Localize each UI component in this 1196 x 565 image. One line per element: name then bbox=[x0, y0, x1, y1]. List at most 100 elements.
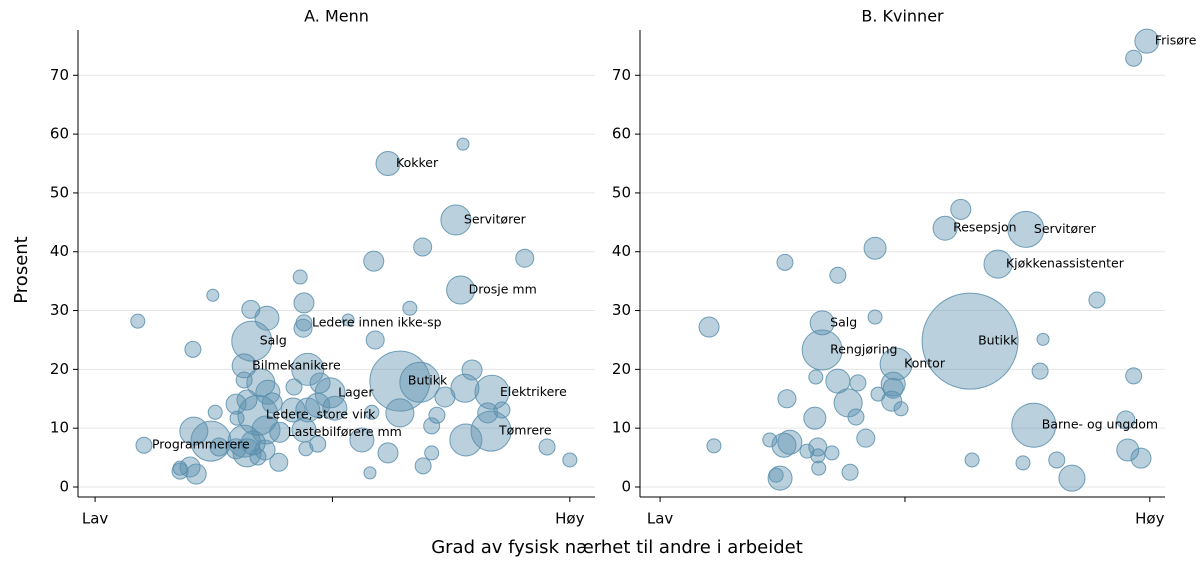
bubble bbox=[474, 374, 510, 410]
bubble bbox=[190, 420, 232, 462]
y-tick-label: 10 bbox=[50, 419, 69, 437]
bubble bbox=[209, 437, 229, 457]
x-tick-label: Lav bbox=[647, 510, 674, 528]
point-label: Drosje mm bbox=[469, 281, 537, 296]
bubble bbox=[808, 437, 828, 457]
bubble bbox=[229, 410, 245, 426]
bubble bbox=[171, 462, 189, 480]
bubble bbox=[450, 373, 480, 403]
bubble bbox=[295, 397, 321, 423]
y-tick-label: 30 bbox=[612, 301, 631, 319]
bubble bbox=[293, 318, 313, 338]
bubble bbox=[349, 427, 375, 453]
bubble bbox=[309, 435, 327, 453]
y-tick-label: 50 bbox=[612, 183, 631, 201]
bubble bbox=[449, 423, 483, 457]
bubble bbox=[849, 374, 867, 392]
point-label: Ledere, store virk bbox=[266, 407, 376, 422]
bubble bbox=[803, 406, 827, 430]
bubble bbox=[292, 269, 308, 285]
bubble bbox=[207, 404, 223, 420]
bubble bbox=[477, 402, 499, 424]
bubble bbox=[377, 442, 399, 464]
bubble bbox=[314, 377, 346, 409]
bubble bbox=[1134, 28, 1160, 54]
bubble bbox=[1048, 451, 1066, 469]
point-label: Frisører bbox=[1155, 33, 1196, 48]
bubble bbox=[446, 275, 476, 305]
bubble bbox=[399, 361, 441, 403]
point-label: Kokker bbox=[396, 155, 439, 170]
bubble bbox=[184, 340, 202, 358]
y-axis-label: Prosent bbox=[11, 236, 32, 303]
y-tick-label: 70 bbox=[612, 66, 631, 84]
bubble bbox=[880, 371, 906, 397]
bubble bbox=[776, 253, 794, 271]
bubble bbox=[231, 353, 257, 379]
x-tick-label: Høy bbox=[1135, 510, 1164, 528]
bubble bbox=[1031, 362, 1049, 380]
point-label: Butikk bbox=[408, 373, 448, 388]
y-tick-label: 20 bbox=[612, 360, 631, 378]
x-tick-label: Lav bbox=[82, 510, 109, 528]
bubble bbox=[706, 438, 722, 454]
panel-title: B. Kvinner bbox=[861, 7, 944, 26]
bubble bbox=[385, 398, 415, 428]
bubble bbox=[879, 347, 913, 381]
bubble bbox=[291, 352, 325, 386]
bubble bbox=[767, 465, 793, 491]
bubble bbox=[254, 305, 280, 331]
bubble bbox=[493, 401, 511, 419]
bubble bbox=[179, 456, 201, 478]
bubble bbox=[130, 313, 146, 329]
bubble bbox=[298, 441, 314, 457]
bubble bbox=[867, 309, 883, 325]
bubble bbox=[440, 204, 472, 236]
bubble bbox=[225, 438, 247, 460]
bubble bbox=[856, 428, 876, 448]
bubble bbox=[251, 415, 281, 445]
bubble bbox=[777, 389, 797, 409]
bubble bbox=[983, 249, 1013, 279]
bubble bbox=[1015, 455, 1031, 471]
bubble bbox=[562, 452, 578, 468]
bubble bbox=[414, 457, 432, 475]
panel-title: A. Menn bbox=[304, 7, 369, 26]
bubble bbox=[1036, 332, 1050, 346]
bubble bbox=[762, 432, 778, 448]
y-tick-label: 20 bbox=[50, 360, 69, 378]
bubble bbox=[402, 300, 418, 316]
point-label: Lastebilførere mm bbox=[288, 424, 402, 439]
bubble bbox=[280, 397, 306, 423]
y-tick-label: 0 bbox=[59, 478, 69, 496]
bubble bbox=[932, 215, 958, 241]
bubble bbox=[365, 330, 385, 350]
bubble bbox=[413, 237, 433, 257]
bubble bbox=[232, 438, 262, 468]
bubble bbox=[206, 288, 220, 302]
bubble bbox=[309, 372, 331, 394]
y-tick-label: 60 bbox=[612, 125, 631, 143]
point-label: Rengjøring bbox=[830, 341, 897, 356]
bubble bbox=[893, 401, 909, 417]
point-label: Lager bbox=[338, 384, 374, 399]
bubble bbox=[461, 359, 483, 381]
y-tick-label: 40 bbox=[612, 242, 631, 260]
bubble bbox=[363, 466, 377, 480]
bubble bbox=[428, 406, 446, 424]
bubble bbox=[811, 460, 827, 476]
bubble bbox=[801, 329, 843, 371]
point-label: Servitører bbox=[464, 211, 527, 226]
bubble bbox=[236, 389, 258, 411]
bubble bbox=[269, 452, 289, 472]
y-tick-label: 50 bbox=[50, 183, 69, 201]
point-label: Programmerere bbox=[152, 437, 250, 452]
bubble bbox=[1007, 210, 1045, 248]
bubble bbox=[456, 137, 470, 151]
y-tick-label: 40 bbox=[50, 242, 69, 260]
bubble bbox=[1116, 410, 1136, 430]
bubble bbox=[515, 248, 535, 268]
point-label: Barne- og ungdom bbox=[1042, 417, 1158, 432]
point-label: Elektrikere bbox=[500, 384, 567, 399]
bubble bbox=[225, 393, 247, 415]
